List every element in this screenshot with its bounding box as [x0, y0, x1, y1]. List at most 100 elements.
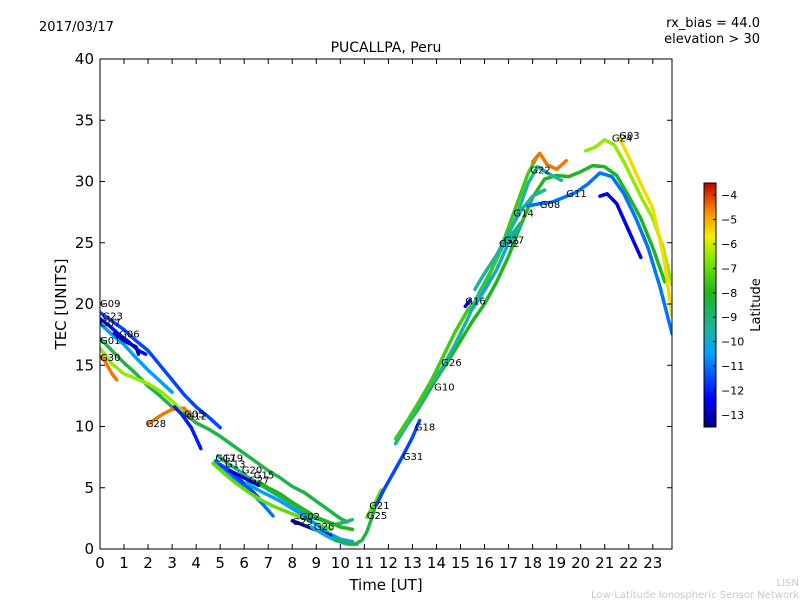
series-g10-23 [393, 154, 540, 441]
satellite-label-g21-18: G21 [369, 501, 389, 512]
x-tick-label: 7 [263, 554, 273, 572]
watermark-network: Low-Latitude Ionospheric Sensor Network [591, 590, 799, 600]
colorbar-tick-label: −6 [721, 238, 737, 251]
x-tick-label: 1 [119, 554, 129, 572]
colorbar-tick-label: −12 [721, 384, 744, 397]
y-axis-label: TEC [UNITS] [52, 259, 70, 351]
x-tick-label: 22 [619, 554, 638, 572]
satellite-label-g23-1: G23 [102, 311, 122, 322]
satellite-label-g28-6: G28 [146, 419, 166, 430]
satellite-label-g19-10: G19 [223, 453, 243, 464]
series-g05-7 [100, 346, 184, 413]
satellite-label-g09-0: G09 [100, 299, 120, 310]
colorbar-label: Latitude [749, 278, 764, 332]
series-g23-1 [100, 316, 148, 356]
x-axis-label: Time [UT] [348, 576, 422, 594]
series-g16-24 [463, 298, 472, 309]
colorbar-tick-label: −13 [721, 409, 744, 422]
satellite-label-g08-29: G08 [540, 200, 560, 211]
date-label: 2017/03/17 [39, 20, 114, 35]
series-g32-25 [470, 223, 523, 311]
y-tick-label: 15 [75, 356, 94, 374]
satellite-label-g15-13: G15 [254, 471, 274, 482]
satellite-label-g26-17: G26 [314, 522, 334, 533]
satellite-label-g30-5: G30 [100, 353, 120, 364]
series-g25-19 [365, 488, 383, 519]
series-g27-14 [244, 481, 355, 544]
series-g14-27 [473, 188, 547, 292]
y-tick-label: 20 [75, 295, 94, 313]
colorbar-tick-label: −5 [721, 214, 737, 227]
satellite-labels: G09G23G07G06G01G30G28G05G12G17G19G13G20G… [100, 131, 640, 533]
satellite-label-g01-4: G01 [100, 336, 120, 347]
series-g20-12 [228, 468, 261, 488]
x-tick-label: 8 [287, 554, 297, 572]
series-g28-6 [146, 406, 194, 426]
rx-bias-label: rx_bias = 44.0 [666, 16, 760, 31]
satellite-label-g16-24: G16 [465, 297, 485, 308]
y-tick-label: 40 [75, 50, 94, 68]
satellite-label-g18-21: G18 [415, 423, 435, 434]
x-tick-label: 21 [595, 554, 614, 572]
series-g08-29 [526, 171, 672, 336]
colorbar-tick-label: −4 [721, 189, 737, 202]
y-tick-label: 25 [75, 234, 94, 252]
series-g02-15 [256, 479, 355, 532]
satellite-label-g26-22: G26 [441, 358, 461, 369]
satellite-label-g11-30: G11 [566, 189, 586, 200]
y-tick-label: 5 [84, 479, 94, 497]
x-tick-label: 3 [167, 554, 177, 572]
x-tick-label: 4 [191, 554, 201, 572]
x-tick-label: 11 [355, 554, 374, 572]
x-tick-label: 0 [95, 554, 105, 572]
satellite-label-g06-3: G06 [119, 330, 139, 341]
satellite-label-g25-19: G25 [367, 511, 387, 522]
x-tick-label: 14 [427, 554, 446, 572]
x-tick-label: 15 [451, 554, 470, 572]
series-g11-30 [598, 192, 643, 260]
series-g13-11 [218, 462, 261, 500]
colorbar-tick-label: −8 [721, 287, 737, 300]
colorbar-tick-label: −11 [721, 360, 744, 373]
satellite-label-g03-32: G03 [619, 131, 639, 142]
x-tick-label: 18 [523, 554, 542, 572]
series-g12-8 [172, 405, 203, 451]
colorbar-tick-label: −10 [721, 336, 744, 349]
series-g03-32 [617, 135, 672, 319]
series-g31-20 [374, 418, 422, 507]
plot-frame [99, 58, 673, 550]
series-g07-2 [100, 321, 174, 394]
satellite-label-g13-11: G13 [225, 460, 245, 471]
satellite-label-g22-28: G22 [530, 166, 550, 177]
chart-title: PUCALLPA, Peru [331, 40, 442, 56]
satellite-label-g07-2: G07 [100, 319, 120, 330]
series-g30-5 [100, 354, 119, 382]
satellite-label-g05-7: G05 [184, 409, 204, 420]
series-layer [100, 135, 672, 546]
series-g06-3 [112, 331, 141, 356]
satellite-label-g31-20: G31 [403, 452, 423, 463]
watermark-lisn: LISN [777, 578, 799, 589]
x-tick-label: 2 [143, 554, 153, 572]
colorbar-tick-label: −7 [721, 262, 737, 275]
x-tick-label: 20 [571, 554, 590, 572]
x-tick-label: 17 [499, 554, 518, 572]
x-tick-label: 16 [475, 554, 494, 572]
y-axis: 0 5 10 15 20 25 30 35 40 [75, 50, 672, 558]
x-tick-label: 23 [643, 554, 662, 572]
x-tick-label: 13 [403, 554, 422, 572]
x-tick-label: 12 [379, 554, 398, 572]
colorbar-tick-label: −9 [721, 311, 737, 324]
y-tick-label: 30 [75, 173, 94, 191]
satellite-label-g29-16: G29 [292, 517, 312, 528]
elevation-label: elevation > 30 [664, 32, 760, 47]
y-tick-label: 10 [75, 418, 94, 436]
satellite-label-g27-14: G27 [249, 475, 269, 486]
series-g01-4 [100, 336, 350, 524]
satellite-label-g27-26: G27 [504, 235, 524, 246]
y-tick-label: 35 [75, 111, 94, 129]
x-tick-label: 10 [331, 554, 350, 572]
series-g09-0 [100, 310, 222, 430]
satellite-label-g17-9: G17 [215, 453, 235, 464]
colorbar-ticks: −4 −5 −6 −7 −8 −9 −10 −11 −12 −13 [713, 189, 744, 422]
